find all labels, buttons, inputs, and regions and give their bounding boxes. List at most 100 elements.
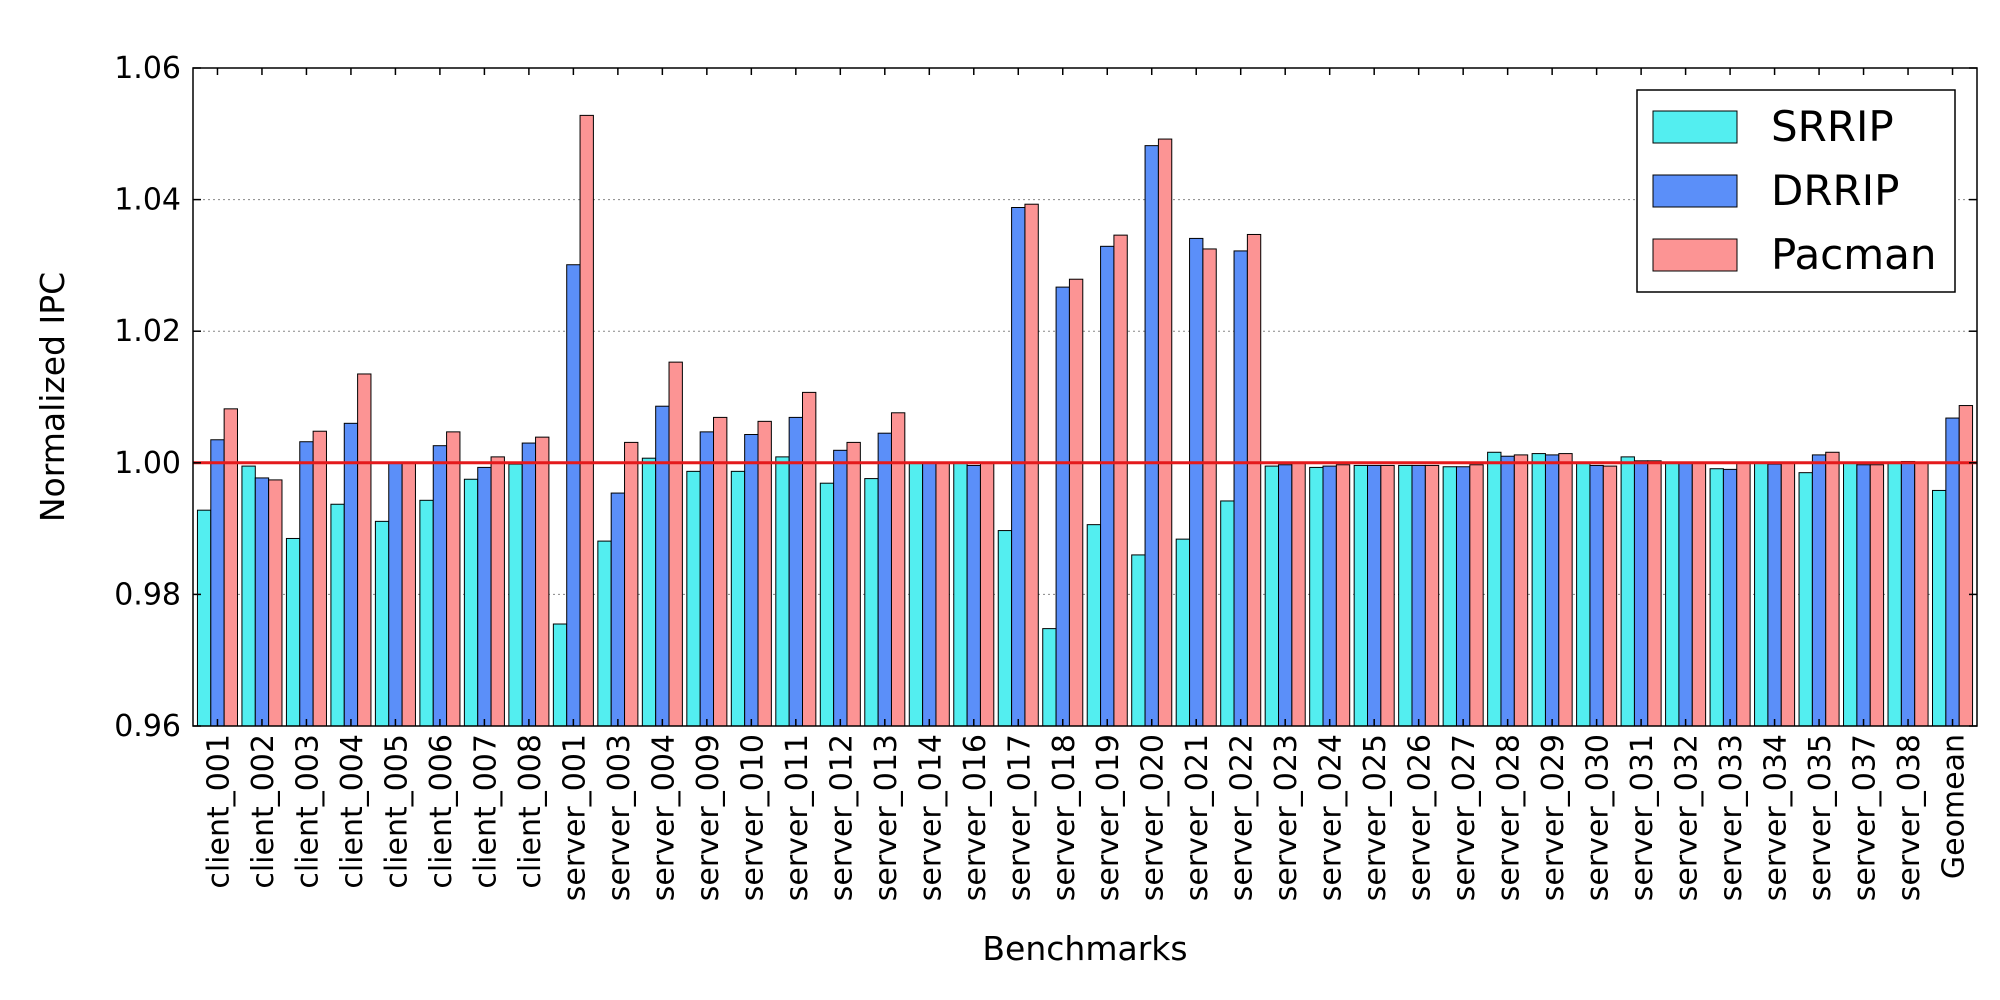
x-tick-label: server_031 <box>1625 734 1660 901</box>
bar-srrip-server-021 <box>1175 538 1191 727</box>
x-tick-label: server_030 <box>1581 734 1616 901</box>
bar-drrip-server-030 <box>1589 464 1604 727</box>
bar-pacman-client-002 <box>268 479 283 727</box>
bar-pacman-server-034 <box>1780 462 1796 727</box>
bar-srrip-server-023 <box>1264 465 1280 727</box>
x-tick-label: client_002 <box>246 734 281 889</box>
bar-pacman-server-003 <box>624 441 639 727</box>
bar-srrip-server-013 <box>864 478 879 727</box>
bar-pacman-server-020 <box>1157 138 1173 727</box>
bar-srrip-server-012 <box>819 482 835 727</box>
bar-srrip-client-005 <box>374 520 390 727</box>
bar-drrip-server-021 <box>1189 237 1204 727</box>
bar-srrip-client-004 <box>330 503 345 727</box>
bar-pacman-server-028 <box>1513 454 1529 727</box>
bar-srrip-server-037 <box>1843 462 1858 727</box>
bar-srrip-server-022 <box>1220 500 1235 727</box>
bar-srrip-server-029 <box>1531 453 1546 727</box>
bar-pacman-client-007 <box>490 456 505 727</box>
bar-drrip-client-007 <box>477 466 492 727</box>
bar-drrip-server-013 <box>877 432 892 727</box>
bar-pacman-server-025 <box>1380 464 1395 727</box>
y-axis-label: Normalized IPC <box>33 272 72 522</box>
legend-swatch-pacman <box>1652 238 1738 272</box>
bar-pacman-client-008 <box>535 436 550 727</box>
bar-srrip-client-007 <box>463 478 479 727</box>
x-tick-label: server_035 <box>1803 734 1838 901</box>
bar-drrip-server-038 <box>1900 460 1916 727</box>
bar-drrip-server-018 <box>1055 286 1070 727</box>
bar-drrip-server-009 <box>699 431 715 727</box>
x-tick-label: server_037 <box>1848 734 1883 901</box>
bar-pacman-server-023 <box>1291 462 1306 727</box>
bar-srrip-server-020 <box>1131 554 1146 727</box>
x-tick-label: server_020 <box>1136 734 1171 901</box>
bar-pacman-server-016 <box>979 462 995 727</box>
x-tick-label: client_005 <box>379 734 414 889</box>
bar-drrip-server-035 <box>1811 454 1827 727</box>
bar-drrip-server-033 <box>1722 468 1738 727</box>
y-tick-label: 0.98 <box>114 577 181 612</box>
legend-label-srrip: SRRIP <box>1771 102 1894 151</box>
x-tick-label: server_027 <box>1447 734 1482 901</box>
bar-srrip-server-031 <box>1620 456 1635 727</box>
bar-drrip-server-001 <box>566 264 581 727</box>
bar-drrip-server-003 <box>610 492 626 727</box>
bar-srrip-server-024 <box>1309 466 1324 727</box>
bar-drrip-server-019 <box>1100 245 1115 727</box>
bar-drrip-server-029 <box>1544 454 1560 727</box>
bar-pacman-server-024 <box>1335 464 1351 727</box>
x-tick-label: client_004 <box>335 734 370 889</box>
bar-srrip-server-004 <box>641 457 657 727</box>
bar-pacman-server-026 <box>1424 464 1440 727</box>
bar-drrip-server-027 <box>1455 466 1471 727</box>
bar-srrip-server-018 <box>1042 628 1057 727</box>
bar-pacman-client-006 <box>446 431 461 727</box>
bar-pacman-server-001 <box>579 114 594 727</box>
bar-srrip-server-011 <box>775 456 790 727</box>
bar-drrip-server-034 <box>1767 463 1782 727</box>
bar-pacman-server-038 <box>1914 462 1929 727</box>
x-tick-label: server_028 <box>1492 734 1527 901</box>
x-tick-label: client_008 <box>513 734 548 889</box>
bar-srrip-server-027 <box>1442 466 1457 727</box>
y-tick-label: 1.00 <box>114 446 181 481</box>
x-tick-label: server_014 <box>913 734 948 901</box>
bar-srrip-server-035 <box>1798 472 1813 727</box>
bar-srrip-server-019 <box>1086 524 1102 727</box>
bar-pacman-server-013 <box>890 412 906 727</box>
bar-drrip-server-032 <box>1678 462 1693 727</box>
x-tick-label: server_021 <box>1180 734 1215 901</box>
x-tick-label: server_001 <box>557 734 592 901</box>
x-tick-label: server_022 <box>1225 734 1260 901</box>
x-tick-label: client_003 <box>290 734 325 889</box>
x-tick-label: server_016 <box>958 734 993 901</box>
bar-drrip-client-008 <box>521 442 537 727</box>
bar-srrip-server-017 <box>997 530 1013 727</box>
y-tick-label: 0.96 <box>114 709 181 744</box>
bar-pacman-server-029 <box>1558 453 1573 727</box>
bar-pacman-client-003 <box>312 430 327 727</box>
bar-pacman-server-010 <box>757 420 772 727</box>
bar-drrip-server-017 <box>1011 207 1026 727</box>
bar-pacman-client-001 <box>223 408 238 727</box>
x-tick-label: server_025 <box>1358 734 1393 901</box>
x-tick-label: server_017 <box>1002 734 1037 901</box>
bar-pacman-server-033 <box>1736 462 1751 727</box>
x-tick-label: server_038 <box>1892 734 1927 901</box>
bar-pacman-server-021 <box>1202 248 1217 727</box>
bar-srrip-server-010 <box>730 470 746 727</box>
bar-srrip-server-034 <box>1754 462 1769 727</box>
y-tick-label: 1.06 <box>114 51 181 86</box>
bar-pacman-server-037 <box>1869 464 1885 727</box>
x-tick-label: server_026 <box>1403 734 1438 901</box>
x-tick-label: server_011 <box>780 734 815 901</box>
x-tick-label: server_013 <box>869 734 904 901</box>
bar-drrip-server-020 <box>1144 145 1159 727</box>
bar-srrip-server-009 <box>686 470 701 727</box>
bar-pacman-server-032 <box>1691 462 1707 727</box>
bar-drrip-server-012 <box>833 449 848 727</box>
plot-frame <box>192 67 1978 727</box>
bar-drrip-server-022 <box>1233 250 1248 727</box>
bar-drrip-server-014 <box>922 462 937 727</box>
